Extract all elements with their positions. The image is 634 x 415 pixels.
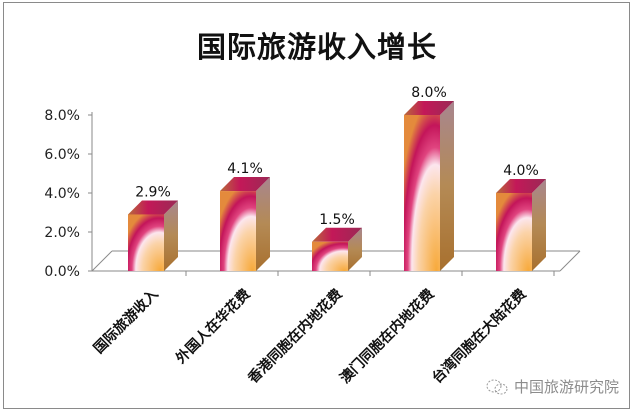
bar-side-face (164, 200, 178, 271)
bar-top-face (128, 200, 178, 215)
bar-2: 1.5% (312, 212, 362, 271)
bar-0: 2.9% (128, 184, 178, 271)
data-label-4: 4.0% (503, 163, 539, 179)
y-axis-labels: 8.0% 6.0% 4.0% 2.0% 0.0% (44, 108, 80, 280)
bar-top-face (404, 101, 454, 115)
bar-front-face (220, 191, 256, 271)
xlabel-0: 国际旅游收入 (90, 286, 161, 357)
bar-side-face (348, 227, 362, 271)
xlabel-2: 香港同胞在内地花费 (244, 286, 346, 388)
chart-title: 国际旅游收入增长 (196, 30, 437, 64)
wechat-icon (486, 379, 508, 394)
bars: 2.9% 4.1% 1.5% 8.0% 4.0% (128, 85, 546, 271)
bar-top-face (220, 177, 270, 192)
bar-3: 8.0% (404, 85, 454, 271)
ytick-0: 0.0% (44, 264, 80, 280)
data-label-3: 8.0% (411, 85, 447, 101)
data-label-0: 2.9% (135, 184, 171, 200)
x-axis-labels: 国际旅游收入 外国人在华花费 香港同胞在内地花费 澳门同胞在内地花费 台湾同胞在… (90, 286, 529, 388)
bar-front-face (312, 241, 348, 271)
watermark: 中国旅游研究院 (484, 376, 619, 397)
bar-top-face (496, 179, 546, 193)
ytick-8: 8.0% (44, 108, 80, 124)
ytick-2: 2.0% (44, 225, 80, 241)
data-label-1: 4.1% (227, 161, 263, 177)
bar-front-face (496, 193, 532, 271)
bar-front-face (404, 115, 440, 271)
bar-4: 4.0% (496, 163, 546, 271)
ytick-4: 4.0% (44, 186, 80, 202)
bar-front-face (128, 214, 164, 271)
xlabel-1: 外国人在华花费 (172, 286, 253, 367)
bar-side-face (532, 179, 546, 271)
xlabel-4: 台湾同胞在大陆花费 (428, 286, 529, 387)
bar-top-face (312, 227, 362, 242)
ytick-6: 6.0% (44, 147, 80, 163)
bar-side-face (440, 101, 454, 271)
xlabel-3: 澳门同胞在内地花费 (336, 286, 437, 387)
bar-1: 4.1% (220, 161, 270, 271)
data-label-2: 1.5% (319, 212, 355, 228)
watermark-text: 中国旅游研究院 (514, 378, 620, 396)
bar-side-face (256, 177, 270, 271)
